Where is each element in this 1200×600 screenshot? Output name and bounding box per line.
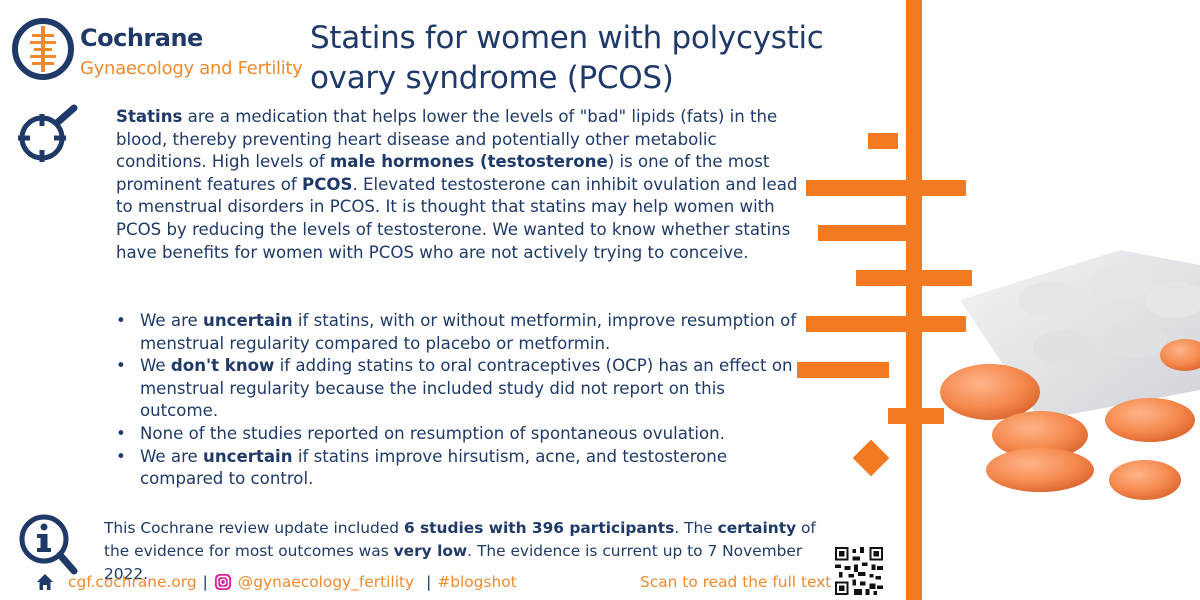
intro-text-2: ) is one of the most prominent features … <box>116 152 770 194</box>
decorative-bar <box>868 133 898 149</box>
bullet-dot: • <box>116 446 126 466</box>
intro-bold-pcos: PCOS <box>302 174 353 194</box>
summary-bold-studies: 6 studies with 396 participants <box>403 519 675 537</box>
intro-text-1: are a medication that helps lower the le… <box>116 107 778 172</box>
page-title: Statins for women with polycystic ovary … <box>310 20 824 96</box>
scan-prompt: Scan to read the full text <box>640 573 832 591</box>
intro-paragraph: Statins are a medication that helps lowe… <box>116 106 806 264</box>
info-magnifier-icon <box>19 514 78 575</box>
intro-text-3: . Elevated testosterone can inhibit ovul… <box>116 174 798 262</box>
brand-group: Gynaecology and Fertility <box>80 58 303 79</box>
bullet-text: if statins, with or without metformin, i… <box>140 311 797 353</box>
brand-name: Cochrane <box>80 24 203 52</box>
intro-bold-statins: Statins <box>116 107 183 126</box>
summary-text: . The evidence is current up to 7 Novemb… <box>104 542 803 583</box>
cochrane-logo-icon <box>12 18 74 80</box>
home-icon <box>37 574 53 590</box>
list-item: • We are uncertain if statins, with or wi… <box>116 310 806 355</box>
summary-text: This Cochrane review update included <box>104 519 404 537</box>
list-item: • We don't know if adding statins to oral… <box>116 355 806 423</box>
website-link[interactable]: cgf.cochrane.org <box>68 573 197 591</box>
footer-separator: | <box>202 573 208 591</box>
intro-bold-hormones: male hormones (testosterone <box>329 152 608 172</box>
hashtag-link[interactable]: #blogshot <box>437 573 517 591</box>
summary-paragraph: This Cochrane review update included 6 s… <box>104 517 844 586</box>
bullet-bold: don't know <box>170 356 275 376</box>
findings-list: • We are uncertain if statins, with or wi… <box>116 310 806 491</box>
magnifier-crosshair-icon <box>18 104 78 162</box>
summary-text: . The <box>674 519 718 537</box>
summary-text: of the evidence for most outcomes was <box>104 519 816 560</box>
summary-bold-certainty: certainty <box>717 519 797 537</box>
decorative-diamond <box>852 439 890 477</box>
decorative-bar <box>806 316 966 332</box>
decorative-bar <box>856 270 972 286</box>
bullet-dot: • <box>116 311 126 330</box>
instagram-icon <box>214 574 231 590</box>
bullet-dot: • <box>116 356 126 376</box>
list-item: • We are uncertain if statins improve hir… <box>116 446 806 491</box>
bullet-bold: uncertain <box>203 446 293 466</box>
bullet-text: if adding statins to oral contraceptives… <box>140 356 793 421</box>
bullet-text: None of the studies reported on resumpti… <box>140 423 725 443</box>
bullet-dot: • <box>116 423 126 443</box>
bullet-text: We <box>140 356 171 376</box>
decorative-bar <box>797 362 889 378</box>
pills-photo <box>920 0 1200 600</box>
footer: cgf.cochrane.org | @gynaecology_fertilit… <box>36 573 517 591</box>
decorative-bar <box>818 225 922 241</box>
decorative-bar <box>806 180 966 196</box>
summary-bold-very-low: very low <box>393 542 468 560</box>
bullet-text: We are <box>140 311 204 330</box>
footer-separator: | <box>426 573 432 591</box>
bullet-bold: uncertain <box>203 311 293 330</box>
instagram-link[interactable]: @gynaecology_fertility <box>237 573 415 591</box>
bullet-text: We are <box>140 446 204 466</box>
decorative-bar <box>888 408 944 424</box>
list-item: • None of the studies reported on resumpt… <box>116 423 806 446</box>
bullet-text: if statins improve hirsutism, acne, and … <box>140 446 728 489</box>
decorative-spine <box>906 0 922 600</box>
qr-code-icon[interactable] <box>835 547 883 595</box>
